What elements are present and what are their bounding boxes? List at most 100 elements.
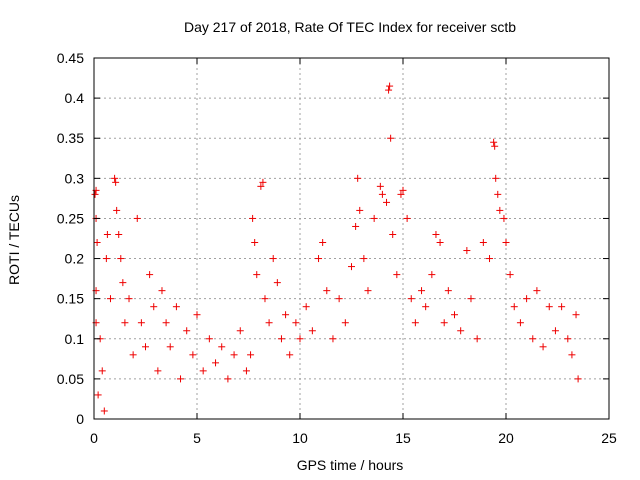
y-tick-label: 0 (76, 411, 84, 427)
chart-title: Day 217 of 2018, Rate Of TEC Index for r… (184, 19, 516, 35)
data-point (564, 335, 572, 343)
data-point (146, 271, 154, 279)
data-point (257, 182, 265, 190)
data-point (158, 287, 166, 295)
data-point (236, 327, 244, 335)
data-point (100, 407, 108, 415)
data-point (539, 343, 547, 351)
data-point (354, 174, 362, 182)
data-point (282, 311, 290, 319)
x-tick-label: 5 (193, 430, 201, 446)
data-point (177, 375, 185, 383)
data-point (348, 263, 355, 271)
data-point (115, 230, 123, 238)
data-point (335, 295, 343, 303)
data-point (403, 214, 411, 222)
data-point (383, 198, 391, 206)
data-point (568, 351, 576, 359)
axis-ticks: 0 5 10 15 20 25 0 0.05 0.1 0.15 0.2 0.25 0.3 0.35 0.4 0… (57, 50, 617, 446)
data-point (259, 178, 267, 186)
data-point (247, 351, 255, 359)
data-point (385, 86, 393, 94)
data-point (436, 239, 444, 247)
data-point (323, 287, 331, 295)
data-point (102, 255, 110, 263)
data-point (397, 190, 405, 198)
data-point (364, 287, 372, 295)
data-point (265, 319, 273, 327)
x-tick-label: 25 (601, 430, 617, 446)
y-tick-label: 0.45 (57, 50, 84, 66)
data-point (119, 279, 127, 287)
y-tick-label: 0.25 (57, 210, 84, 226)
data-point (376, 182, 384, 190)
data-point (494, 190, 502, 198)
data-point (212, 359, 220, 367)
data-point (574, 375, 582, 383)
data-point (129, 351, 137, 359)
data-point (490, 138, 498, 146)
data-point (386, 82, 394, 90)
y-tick-label: 0.4 (65, 90, 85, 106)
x-tick-label: 10 (292, 430, 308, 446)
data-point (230, 351, 238, 359)
data-point (183, 327, 191, 335)
data-point (166, 343, 174, 351)
data-point (491, 142, 499, 150)
data-point (193, 311, 201, 319)
x-tick-label: 0 (90, 430, 98, 446)
data-point (121, 319, 129, 327)
data-point (269, 255, 277, 263)
data-point (428, 271, 436, 279)
data-point (93, 239, 101, 247)
data-point (224, 375, 232, 383)
data-point (292, 319, 300, 327)
data-point (205, 335, 213, 343)
data-point (133, 214, 141, 222)
data-point (393, 271, 401, 279)
plot-frame (93, 57, 610, 420)
data-point (492, 174, 500, 182)
data-point (451, 311, 458, 319)
data-point (399, 186, 407, 194)
data-point (389, 230, 397, 238)
y-axis-label: ROTI / TECUs (6, 195, 22, 285)
data-point (432, 230, 440, 238)
data-point (98, 367, 106, 375)
data-point (296, 335, 304, 343)
data-point (142, 343, 149, 351)
data-point (479, 239, 487, 247)
data-point (94, 391, 102, 399)
data-point (523, 295, 531, 303)
data-point (117, 255, 125, 263)
x-axis-label: GPS time / hours (297, 457, 404, 473)
data-point (273, 279, 281, 287)
data-point (150, 303, 158, 311)
data-point (370, 214, 378, 222)
data-point (249, 214, 257, 222)
data-point (407, 295, 415, 303)
data-point (545, 303, 553, 311)
data-point (137, 319, 145, 327)
data-point (486, 255, 494, 263)
data-point (253, 271, 261, 279)
data-point (496, 206, 504, 214)
data-point (444, 287, 452, 295)
data-point (302, 303, 310, 311)
data-point (113, 206, 121, 214)
data-point (103, 230, 111, 238)
data-point (319, 239, 327, 247)
data-point (218, 343, 226, 351)
data-point (172, 303, 180, 311)
data-point (418, 287, 426, 295)
data-point (506, 271, 514, 279)
data-point (189, 351, 197, 359)
data-point (277, 335, 285, 343)
data-point (154, 367, 162, 375)
data-point (457, 327, 465, 335)
y-tick-label: 0.15 (57, 291, 84, 307)
data-point (473, 335, 481, 343)
data-point (516, 319, 524, 327)
data-point (199, 367, 207, 375)
